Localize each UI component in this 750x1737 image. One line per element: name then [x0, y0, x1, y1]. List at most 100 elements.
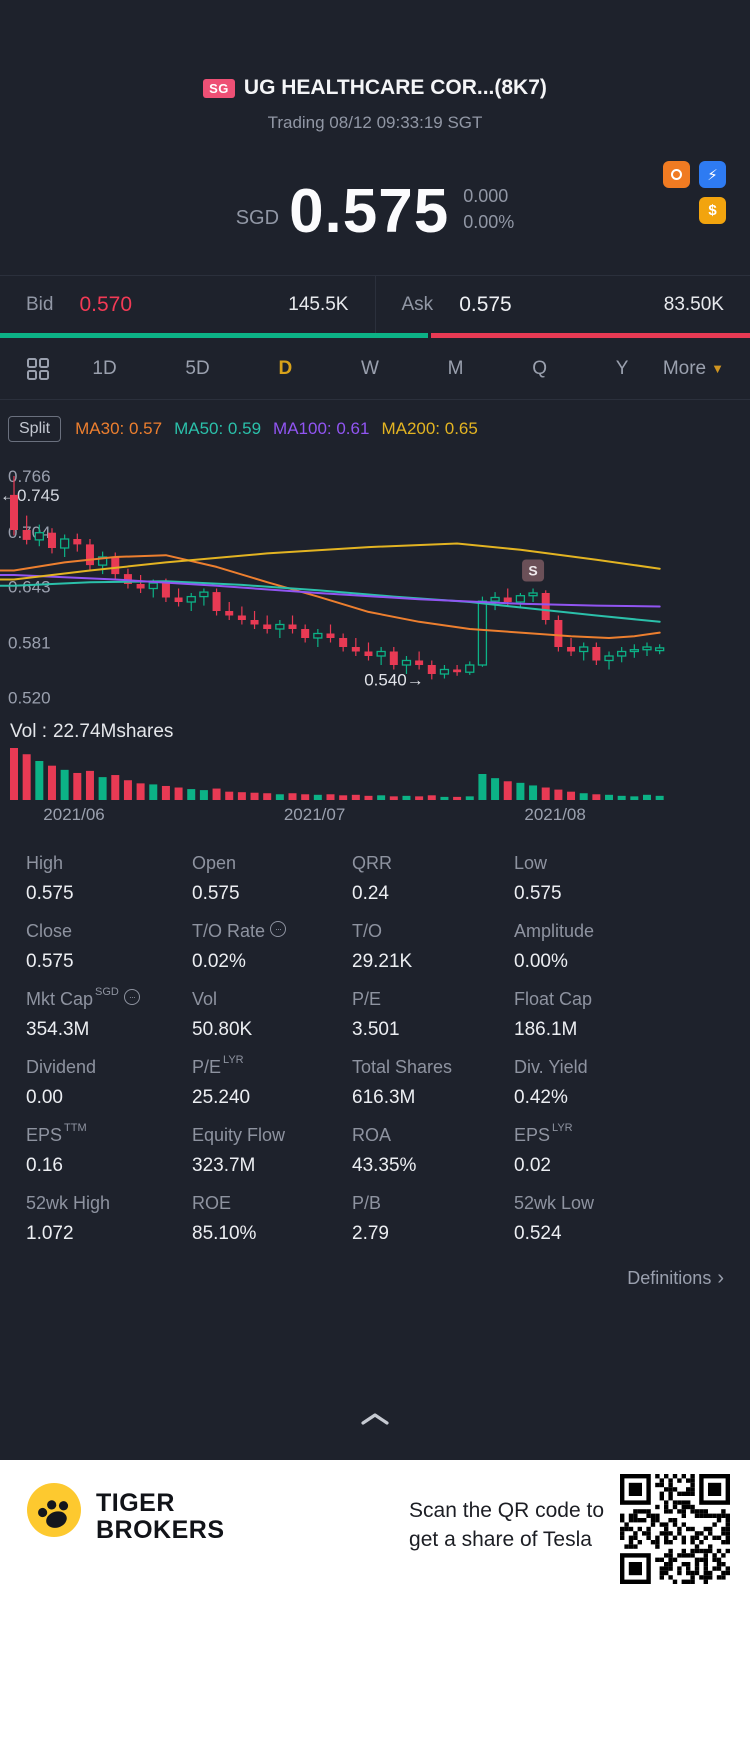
tab-y[interactable]: Y	[615, 357, 629, 379]
stat-value: 0.575	[514, 883, 562, 904]
tab-1d[interactable]: 1D	[92, 357, 117, 379]
price-section: SGD 0.575 0.000 0.00% ⚡ $	[0, 159, 750, 243]
last-price: 0.575	[289, 177, 450, 246]
price-change: 0.000 0.00%	[463, 183, 514, 243]
currency-label: SGD	[235, 207, 280, 229]
stat-close: Close 0.575	[26, 921, 188, 973]
stat-value: 50.80K	[192, 1019, 253, 1040]
tab-m[interactable]: M	[447, 357, 464, 379]
volume-value: 22.74Mshares	[52, 721, 174, 742]
stat-value: 2.79	[352, 1223, 389, 1244]
flash-order-badge-icon[interactable]: ⚡	[699, 161, 726, 188]
change-value: 0.000	[463, 185, 509, 206]
ask-price[interactable]: 0.575	[459, 292, 512, 316]
stat-open: Open 0.575	[192, 853, 348, 905]
stat-qrr: QRR 0.24	[352, 853, 510, 905]
volume-readout: Vol :22.74Mshares	[0, 721, 750, 743]
stat-label: Equity Flow	[192, 1125, 286, 1145]
stat-p-e: P/E 3.501	[352, 989, 510, 1041]
exchange-badge: SG	[203, 78, 235, 98]
stat-label: Mkt Cap SGD ···	[26, 987, 188, 1010]
spacer	[0, 1290, 750, 1412]
depth-ratio-bar	[0, 333, 750, 338]
bid-price[interactable]: 0.570	[79, 292, 133, 316]
qr-caption-line1: Scan the QR code to	[409, 1499, 604, 1522]
stat-label: 52wk Low	[514, 1193, 595, 1213]
sell-depth-segment	[430, 333, 750, 338]
stat-value: 0.02%	[192, 951, 246, 972]
stat-eps: EPS TTM 0.16	[26, 1122, 188, 1177]
stat-label: Low	[514, 853, 548, 873]
stat-float-cap: Float Cap 186.1M	[514, 989, 724, 1041]
dollar-badge-icon[interactable]: $	[699, 197, 726, 224]
stat-t-o: T/O 29.21K	[352, 921, 510, 973]
chart-legend-row: Split MA30: 0.57 MA50: 0.59 MA100: 0.61 MA2…	[8, 416, 750, 442]
tab-5d[interactable]: 5D	[185, 357, 210, 379]
orderbook-row: Bid 0.570 145.5K Ask 0.575 83.50K	[0, 275, 750, 333]
split-toggle-button[interactable]: Split	[8, 416, 62, 442]
bid-size: 145.5K	[288, 293, 349, 315]
brand-name: TIGER BROKERS	[96, 1490, 225, 1543]
ma-legend-item: MA200: 0.65	[381, 419, 478, 438]
stat-label: Float Cap	[514, 989, 593, 1009]
qr-caption: Scan the QR code to get a share of Tesla	[409, 1496, 604, 1555]
stat-value: 0.575	[26, 951, 74, 972]
stat-label: ROE	[192, 1193, 232, 1213]
tab-w[interactable]: W	[360, 357, 379, 379]
price-main: SGD 0.575 0.000 0.00%	[0, 159, 750, 243]
stat-value: 0.00	[26, 1087, 63, 1108]
tab-d[interactable]: D	[278, 357, 293, 379]
info-icon[interactable]: ···	[123, 989, 140, 1005]
ma-legend-item: MA30: 0.57	[75, 419, 163, 438]
stat-eps: EPS LYR 0.02	[514, 1123, 724, 1177]
brand-line2: BROKERS	[96, 1515, 225, 1544]
svg-text:0.520: 0.520	[8, 688, 51, 707]
stock-header: SG UG HEALTHCARE COR...(8K7) Trading 08/…	[0, 0, 750, 243]
tab-q[interactable]: Q	[532, 357, 547, 379]
stat-p-b: P/B 2.79	[352, 1193, 510, 1245]
stat-label: T/O Rate ···	[192, 921, 348, 942]
stat-mkt-cap: Mkt Cap SGD ··· 354.3M	[26, 987, 188, 1041]
x-axis-label: 2021/07	[283, 805, 346, 824]
stat-high: High 0.575	[26, 853, 188, 905]
stat-roa: ROA 43.35%	[352, 1125, 510, 1177]
time-axis: 2021/06 2021/07 2021/08	[0, 803, 750, 831]
more-periods-button[interactable]: More ▼	[663, 358, 724, 380]
ask-size: 83.50K	[663, 293, 724, 315]
stat-label: ROA	[352, 1125, 392, 1145]
stat-amplitude: Amplitude 0.00%	[514, 921, 724, 973]
definitions-link[interactable]: Definitions ›	[0, 1261, 750, 1290]
stat-label: EPS TTM	[26, 1122, 87, 1146]
stat-value: 85.10%	[192, 1223, 257, 1244]
brand-line1: TIGER	[96, 1489, 175, 1517]
stat-value: 25.240	[192, 1087, 251, 1108]
stat-52wk-high: 52wk High 1.072	[26, 1193, 188, 1245]
volume-label: Vol :	[10, 721, 47, 742]
collapse-panel-button[interactable]	[0, 1412, 750, 1426]
stat-label: 52wk High	[26, 1193, 111, 1213]
bid-half[interactable]: Bid 0.570 145.5K	[0, 276, 375, 333]
stat-label: QRR	[352, 853, 392, 873]
stat-value: 0.24	[352, 883, 389, 904]
stat-value: 354.3M	[26, 1019, 90, 1040]
promo-footer: TIGER BROKERS Scan the QR code to get a …	[0, 1460, 750, 1737]
chart-layout-grid-button[interactable]	[26, 357, 50, 381]
stat-div-yield: Div. Yield 0.42%	[514, 1057, 724, 1109]
stat-label: Dividend	[26, 1057, 97, 1077]
stat-value: 0.16	[26, 1155, 63, 1176]
feature-badges: ⚡ $	[663, 161, 726, 224]
stat-value: 0.575	[26, 883, 74, 904]
ma-legend: MA30: 0.57 MA50: 0.59 MA100: 0.61 MA200: 0.…	[75, 419, 478, 439]
stat-52wk-low: 52wk Low 0.524	[514, 1193, 724, 1245]
ask-half[interactable]: Ask 0.575 83.50K	[374, 276, 750, 333]
stat-p-e: P/E LYR 25.240	[192, 1055, 348, 1109]
volume-chart-canvas[interactable]	[0, 743, 750, 803]
stat-equity-flow: Equity Flow 323.7M	[192, 1125, 348, 1177]
ma-legend-item: MA50: 0.59	[174, 419, 262, 438]
info-icon[interactable]: ···	[270, 921, 287, 937]
hot-stock-badge-icon[interactable]	[663, 161, 690, 188]
chevron-right-icon: ›	[717, 1267, 724, 1289]
stats-grid: High 0.575 Open 0.575 QRR 0.24 Low 0.575 Close 0.…	[0, 853, 750, 1261]
